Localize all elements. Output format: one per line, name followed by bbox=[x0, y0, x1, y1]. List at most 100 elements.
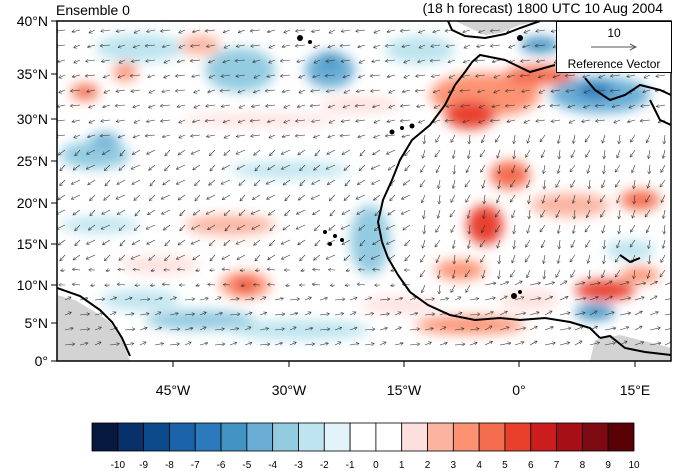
wind-vector bbox=[529, 194, 530, 204]
wind-vector bbox=[119, 59, 126, 63]
map-frame bbox=[56, 20, 672, 362]
wind-vector bbox=[132, 179, 141, 184]
wind-vector bbox=[229, 342, 237, 346]
wind-vector bbox=[595, 105, 606, 106]
wind-vector bbox=[514, 313, 526, 316]
wind-vector bbox=[484, 283, 496, 286]
wind-vector bbox=[139, 299, 150, 300]
wind-vector bbox=[57, 120, 66, 121]
wind-vector bbox=[480, 149, 486, 157]
lon-label-15w: 15°W bbox=[386, 382, 422, 398]
colorbar-cell bbox=[91, 422, 119, 452]
wind-vector bbox=[431, 45, 441, 46]
reference-vector-magnitude: 10 bbox=[607, 26, 621, 40]
wind-vector bbox=[131, 60, 141, 62]
wind-vector bbox=[313, 134, 321, 138]
wind-vector bbox=[544, 179, 545, 189]
wind-vector bbox=[299, 74, 306, 78]
wind-vector bbox=[131, 164, 141, 169]
wind-vector bbox=[379, 342, 386, 346]
wind-vector bbox=[94, 299, 105, 300]
wind-vector bbox=[356, 194, 366, 199]
wind-vector bbox=[312, 179, 321, 184]
colorbar-tick-label: 5 bbox=[502, 460, 508, 471]
wind-vector bbox=[551, 90, 561, 91]
wind-vector bbox=[424, 224, 425, 234]
wind-vector bbox=[446, 105, 456, 106]
wind-vector bbox=[117, 179, 126, 184]
wind-vector bbox=[314, 224, 321, 231]
wind-vector bbox=[179, 119, 186, 123]
wind-vector bbox=[57, 105, 66, 107]
wind-vector bbox=[402, 90, 411, 92]
wind-vector bbox=[520, 75, 531, 76]
wind-vector bbox=[329, 224, 336, 230]
wind-vector bbox=[615, 254, 621, 262]
wind-vector bbox=[476, 75, 486, 76]
colorbar-tick-label: 6 bbox=[528, 460, 534, 471]
wind-vector bbox=[464, 44, 471, 48]
wind-vector bbox=[161, 209, 171, 214]
wind-vector bbox=[164, 74, 171, 78]
wind-vector bbox=[343, 74, 351, 77]
wind-vector bbox=[617, 194, 621, 203]
wind-vector bbox=[109, 312, 116, 316]
wind-vector bbox=[86, 254, 96, 259]
wind-vector bbox=[583, 75, 591, 77]
islands bbox=[297, 35, 523, 299]
wind-vector bbox=[210, 164, 216, 171]
colorbar-tick-label: -7 bbox=[191, 460, 200, 471]
wind-vector bbox=[179, 44, 186, 48]
wind-vector bbox=[196, 285, 201, 286]
wind-vector bbox=[191, 239, 201, 244]
colorbar-tick-label: 4 bbox=[476, 460, 482, 471]
wind-vector bbox=[64, 344, 75, 345]
wind-vector bbox=[90, 209, 96, 216]
wind-vector bbox=[512, 254, 516, 263]
wind-vector bbox=[346, 270, 351, 271]
wind-vector bbox=[298, 239, 306, 245]
wind-vector bbox=[295, 120, 306, 121]
wind-vector bbox=[160, 120, 171, 121]
wind-vector bbox=[169, 329, 180, 330]
wind-vector bbox=[109, 297, 117, 301]
wind-vector bbox=[600, 194, 606, 202]
wind-vector bbox=[119, 224, 126, 231]
wind-vector bbox=[131, 90, 141, 91]
wind-vector bbox=[160, 30, 171, 31]
wind-vector bbox=[254, 74, 261, 78]
wind-vector bbox=[405, 164, 411, 171]
wind-vector bbox=[375, 209, 381, 216]
wind-vector bbox=[180, 224, 186, 231]
wind-vector bbox=[553, 74, 561, 77]
wind-vector bbox=[132, 239, 141, 245]
wind-vector bbox=[585, 239, 591, 247]
wind-vector bbox=[436, 224, 441, 232]
wind-vector bbox=[536, 120, 546, 121]
wind-vector bbox=[300, 254, 306, 261]
colorbar-cell bbox=[530, 422, 557, 452]
wind-vector bbox=[119, 254, 126, 260]
wind-vector bbox=[300, 179, 306, 186]
wind-vector bbox=[313, 269, 321, 270]
wind-vector bbox=[448, 59, 456, 62]
wind-vector bbox=[60, 254, 66, 261]
wind-vector bbox=[236, 135, 246, 137]
wind-vector bbox=[588, 164, 591, 173]
wind-vector bbox=[241, 285, 246, 286]
wind-vector bbox=[505, 90, 516, 91]
wind-vector bbox=[660, 179, 666, 187]
wind-vector bbox=[58, 194, 66, 200]
wind-vector bbox=[371, 164, 381, 169]
wind-vector bbox=[604, 343, 616, 346]
wind-vector bbox=[468, 149, 470, 159]
wind-vector bbox=[100, 135, 111, 136]
wind-vector bbox=[634, 326, 642, 331]
wind-vector bbox=[268, 254, 276, 260]
wind-vector bbox=[311, 194, 321, 199]
wind-vector bbox=[495, 224, 501, 232]
wind-vector bbox=[540, 224, 546, 232]
wind-vector bbox=[175, 75, 186, 76]
wind-vector bbox=[451, 284, 456, 292]
wind-vector bbox=[405, 149, 411, 156]
